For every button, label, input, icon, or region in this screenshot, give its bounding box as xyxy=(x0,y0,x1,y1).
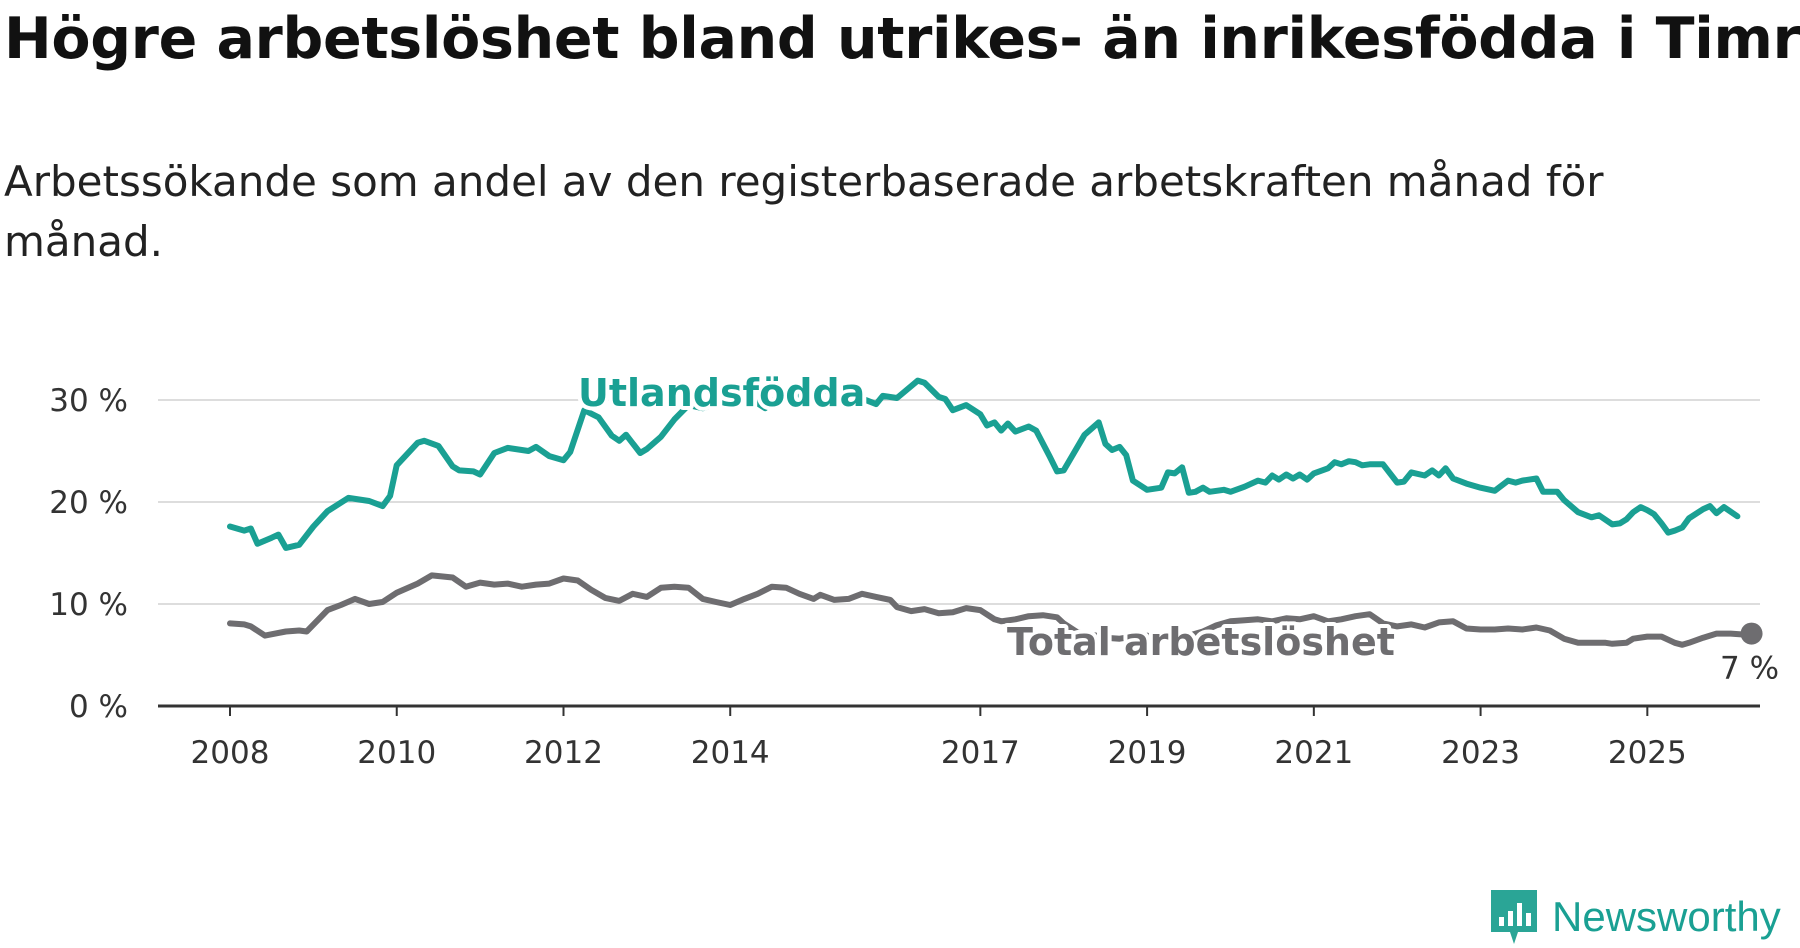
series-line-total-arbetsloshet xyxy=(227,572,1755,648)
x-tick-label-2010: 2010 xyxy=(357,735,436,771)
chart-title: Högre arbetslöshet bland utrikes- än inr… xyxy=(4,6,1800,72)
y-axis-ticks: 0 % 10 % 20 % 30 % xyxy=(49,383,128,725)
end-point-marker xyxy=(1740,622,1763,645)
x-tick-label-2023: 2023 xyxy=(1441,735,1520,771)
x-tick-label-2019: 2019 xyxy=(1108,735,1187,771)
series-label-utlandsfodda: Utlandsfödda xyxy=(578,371,865,415)
brand-name: Newsworthy xyxy=(1552,893,1781,940)
newsworthy-logo-icon xyxy=(1491,890,1537,944)
x-tick-label-2014: 2014 xyxy=(691,735,770,771)
series-labels: Utlandsfödda Total arbetslöshet xyxy=(574,367,1399,668)
y-tick-label-20: 20 % xyxy=(49,485,128,521)
x-tick-label-2017: 2017 xyxy=(941,735,1020,771)
y-tick-label-0: 0 % xyxy=(69,689,128,725)
y-tick-label-30: 30 % xyxy=(49,383,128,419)
newsworthy-brand: Newsworthy xyxy=(1488,887,1781,947)
chart-subtitle: Arbetssökande som andel av den registerb… xyxy=(4,157,1604,266)
grid-lines xyxy=(158,399,1760,708)
x-tick-label-2021: 2021 xyxy=(1274,735,1353,771)
end-value-label: 7 % xyxy=(1720,651,1779,687)
x-axis-ticks: 2008 2010 2012 2014 2017 2019 2021 2023 2025 xyxy=(191,706,1687,771)
end-annotation: 7 % xyxy=(1720,622,1779,687)
series-lines xyxy=(227,377,1755,648)
series-label-total-arbetsloshet: Total arbetslöshet xyxy=(1007,620,1395,664)
x-tick-label-2012: 2012 xyxy=(524,735,603,771)
x-tick-label-2025: 2025 xyxy=(1608,735,1687,771)
y-tick-label-10: 10 % xyxy=(49,587,128,623)
series-line-utlandsfodda xyxy=(227,377,1741,551)
x-tick-label-2008: 2008 xyxy=(191,735,270,771)
